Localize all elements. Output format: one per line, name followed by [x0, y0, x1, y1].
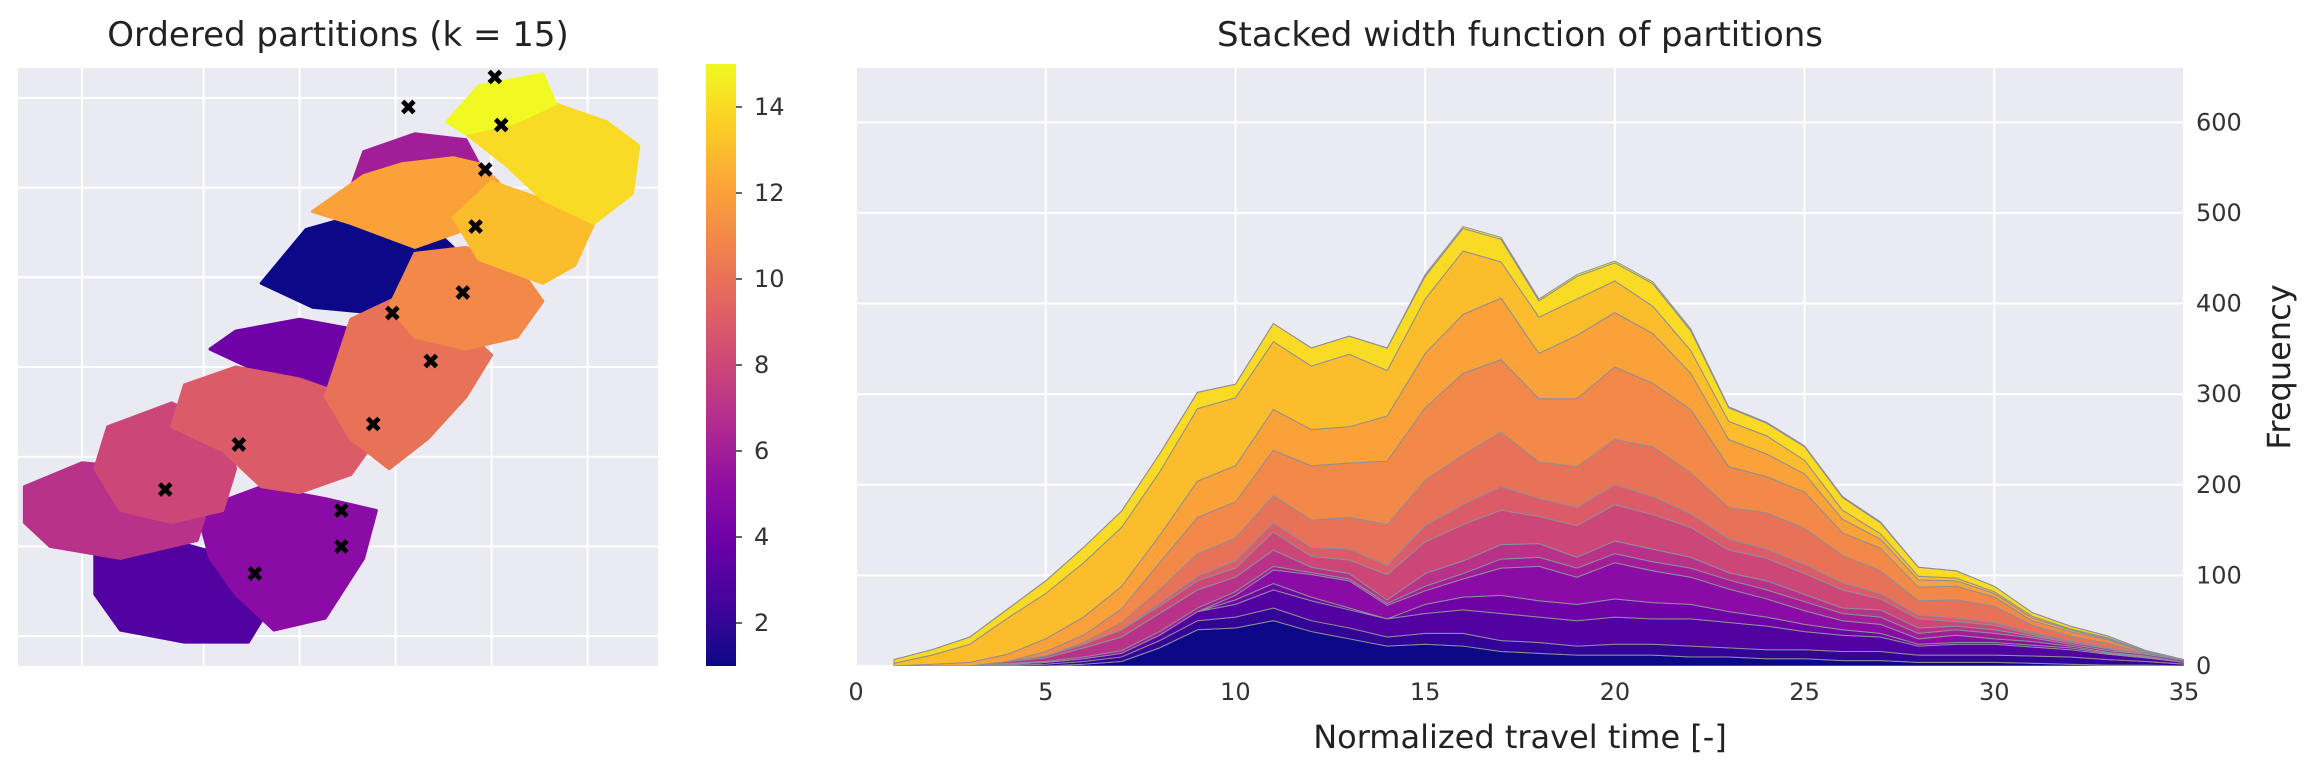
- partition-map-panel: Ordered partitions (k = 15) ✖ ✖ ✖ ✖ ✖ ✖ ✖ ✖ ✖ ✖ ✖ ✖…: [18, 15, 658, 666]
- colorbar-gradient: [706, 64, 736, 666]
- outlet-marker: ✖: [399, 96, 417, 121]
- y-tick-label: 300: [2196, 380, 2242, 408]
- map-title: Ordered partitions (k = 15): [107, 15, 569, 55]
- x-tick-label: 10: [1220, 678, 1251, 706]
- y-tick-label: 600: [2196, 108, 2242, 136]
- outlet-marker: ✖: [454, 281, 472, 306]
- outlet-marker: ✖: [383, 302, 401, 327]
- colorbar-tick-label: 4: [754, 523, 769, 551]
- y-tick-label: 400: [2196, 290, 2242, 318]
- x-axis-label: Normalized travel time [-]: [1313, 718, 1727, 756]
- colorbar: 2 4 6 8 10 12 14: [706, 64, 785, 666]
- colorbar-tick-label: 6: [754, 437, 769, 465]
- y-tick-label: 0: [2196, 652, 2211, 680]
- outlet-marker: ✖: [466, 215, 484, 240]
- outlet-marker: ✖: [486, 66, 504, 91]
- area-x-ticks: 0 5 10 15 20 25 30 35: [848, 678, 2199, 706]
- area-title: Stacked width function of partitions: [1217, 15, 1823, 55]
- outlet-marker: ✖: [230, 434, 248, 459]
- x-tick-label: 20: [1600, 678, 1631, 706]
- x-tick-label: 5: [1038, 678, 1053, 706]
- outlet-marker: ✖: [422, 350, 440, 375]
- outlet-marker: ✖: [246, 562, 264, 587]
- stacked-width-panel: Stacked width function of partitions 0 5 1…: [848, 15, 2298, 756]
- x-tick-label: 0: [848, 678, 863, 706]
- colorbar-ticks: 2 4 6 8 10 12 14: [736, 93, 785, 637]
- outlet-marker: ✖: [364, 413, 382, 438]
- outlet-marker: ✖: [332, 535, 350, 560]
- y-axis-label: Frequency: [2260, 284, 2298, 449]
- colorbar-tick-label: 2: [754, 609, 769, 637]
- outlet-marker: ✖: [332, 500, 350, 525]
- x-tick-label: 30: [1979, 678, 2010, 706]
- outlet-marker: ✖: [156, 479, 174, 504]
- outlet-marker: ✖: [476, 159, 494, 184]
- colorbar-tick-label: 8: [754, 351, 769, 379]
- colorbar-tick-label: 12: [754, 179, 785, 207]
- x-tick-label: 35: [2169, 678, 2200, 706]
- y-tick-label: 100: [2196, 561, 2242, 589]
- x-tick-label: 25: [1789, 678, 1820, 706]
- y-tick-label: 500: [2196, 199, 2242, 227]
- outlet-marker: ✖: [492, 114, 510, 139]
- y-tick-label: 200: [2196, 471, 2242, 499]
- area-y-ticks: 0 100 200 300 400 500 600: [2196, 108, 2242, 680]
- colorbar-tick-label: 14: [754, 93, 785, 121]
- colorbar-tick-label: 10: [754, 265, 785, 293]
- x-tick-label: 15: [1410, 678, 1441, 706]
